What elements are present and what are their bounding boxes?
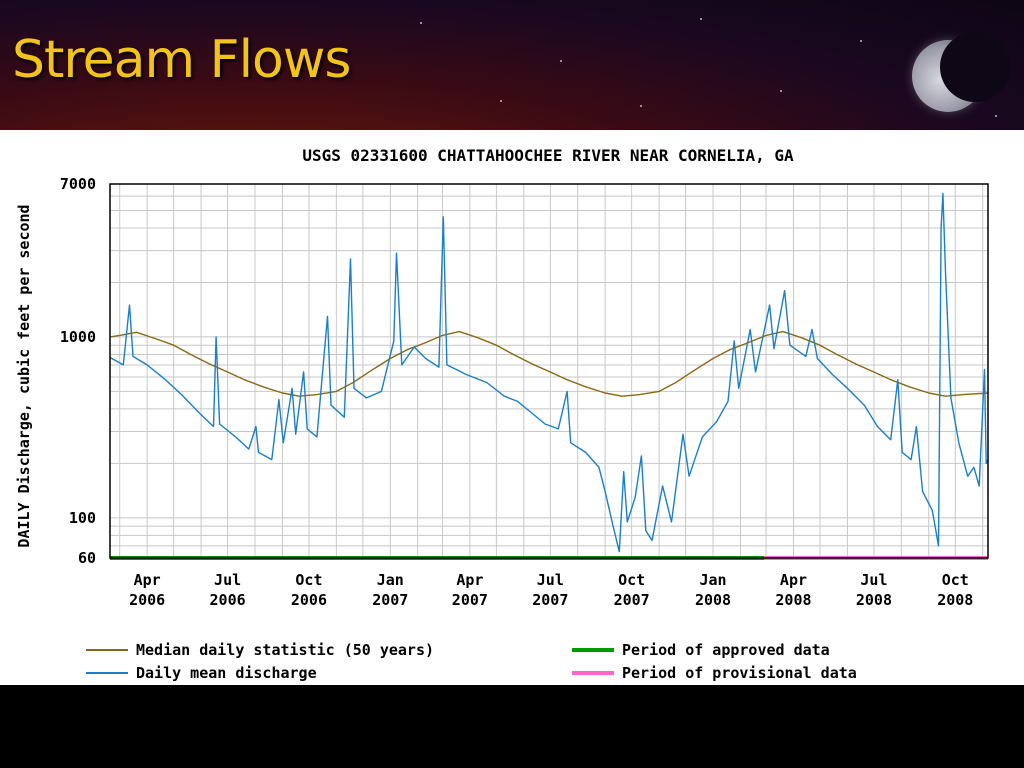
series-layer	[109, 192, 989, 553]
y-tick-label: 1000	[60, 328, 96, 346]
legend-swatch-provisional	[572, 671, 614, 675]
x-tick-label-year: 2006	[291, 591, 327, 609]
legend-item-provisional: Period of provisional data	[572, 663, 857, 683]
legend: Median daily statistic (50 years) Daily …	[0, 634, 1024, 685]
y-tick-label: 7000	[60, 175, 96, 193]
legend-swatch-approved	[572, 648, 614, 652]
x-tick-label-month: Apr	[780, 571, 807, 589]
slide-title: Stream Flows	[12, 30, 351, 90]
star	[860, 40, 862, 42]
x-tick-label-month: Apr	[134, 571, 161, 589]
star	[420, 22, 422, 24]
chart-title: USGS 02331600 CHATTAHOOCHEE RIVER NEAR C…	[302, 146, 794, 165]
slide-footer-bar	[0, 685, 1024, 768]
x-tick-label-month: Jul	[214, 571, 241, 589]
y-tick-labels: 7000 1000 100 60	[60, 175, 96, 567]
star	[995, 115, 997, 117]
x-tick-label-year: 2008	[856, 591, 892, 609]
discharge-chart: USGS 02331600 CHATTAHOOCHEE RIVER NEAR C…	[15, 146, 989, 609]
x-tick-label-year: 2007	[532, 591, 568, 609]
x-tick-labels: Apr 2006 Jul 2006 Oct 2006 Jan 2007 Apr 2007 Jul 20…	[129, 571, 973, 609]
x-tick-label-month: Oct	[942, 571, 969, 589]
legend-item-approved: Period of approved data	[572, 640, 830, 660]
x-tick-label-year: 2007	[614, 591, 650, 609]
star	[780, 90, 782, 92]
y-tick-label: 60	[78, 549, 96, 567]
star	[700, 18, 702, 20]
plot-frame	[109, 183, 989, 559]
x-tick-label-month: Jan	[377, 571, 404, 589]
x-tick-label-month: Apr	[456, 571, 483, 589]
y-tick-label: 100	[69, 509, 96, 527]
x-tick-label-year: 2006	[210, 591, 246, 609]
moon-shadow	[940, 32, 1010, 102]
legend-item-daily: Daily mean discharge	[86, 663, 317, 683]
legend-label-provisional: Period of provisional data	[622, 664, 857, 682]
median-series-line	[109, 330, 989, 397]
x-tick-label-year: 2006	[129, 591, 165, 609]
star	[560, 60, 562, 62]
star	[500, 100, 502, 102]
legend-item-median: Median daily statistic (50 years)	[86, 640, 434, 660]
legend-swatch-daily	[86, 672, 128, 674]
star	[640, 105, 642, 107]
x-tick-label-month: Jul	[537, 571, 564, 589]
x-tick-label-year: 2008	[937, 591, 973, 609]
x-tick-label-month: Jul	[860, 571, 887, 589]
legend-swatch-median	[86, 649, 128, 651]
y-axis-label: DAILY Discharge, cubic feet per second	[15, 204, 33, 547]
x-tick-label-month: Jan	[699, 571, 726, 589]
legend-label-approved: Period of approved data	[622, 641, 830, 659]
chart-panel: USGS 02331600 CHATTAHOOCHEE RIVER NEAR C…	[0, 130, 1024, 685]
x-tick-label-month: Oct	[618, 571, 645, 589]
daily-mean-series-line	[109, 192, 989, 553]
x-tick-label-month: Oct	[295, 571, 322, 589]
x-tick-label-year: 2007	[372, 591, 408, 609]
legend-label-daily: Daily mean discharge	[136, 664, 317, 682]
x-tick-label-year: 2008	[775, 591, 811, 609]
legend-label-median: Median daily statistic (50 years)	[136, 641, 435, 659]
slide-header: Stream Flows	[0, 0, 1024, 130]
x-tick-label-year: 2007	[452, 591, 488, 609]
x-tick-label-year: 2008	[695, 591, 731, 609]
